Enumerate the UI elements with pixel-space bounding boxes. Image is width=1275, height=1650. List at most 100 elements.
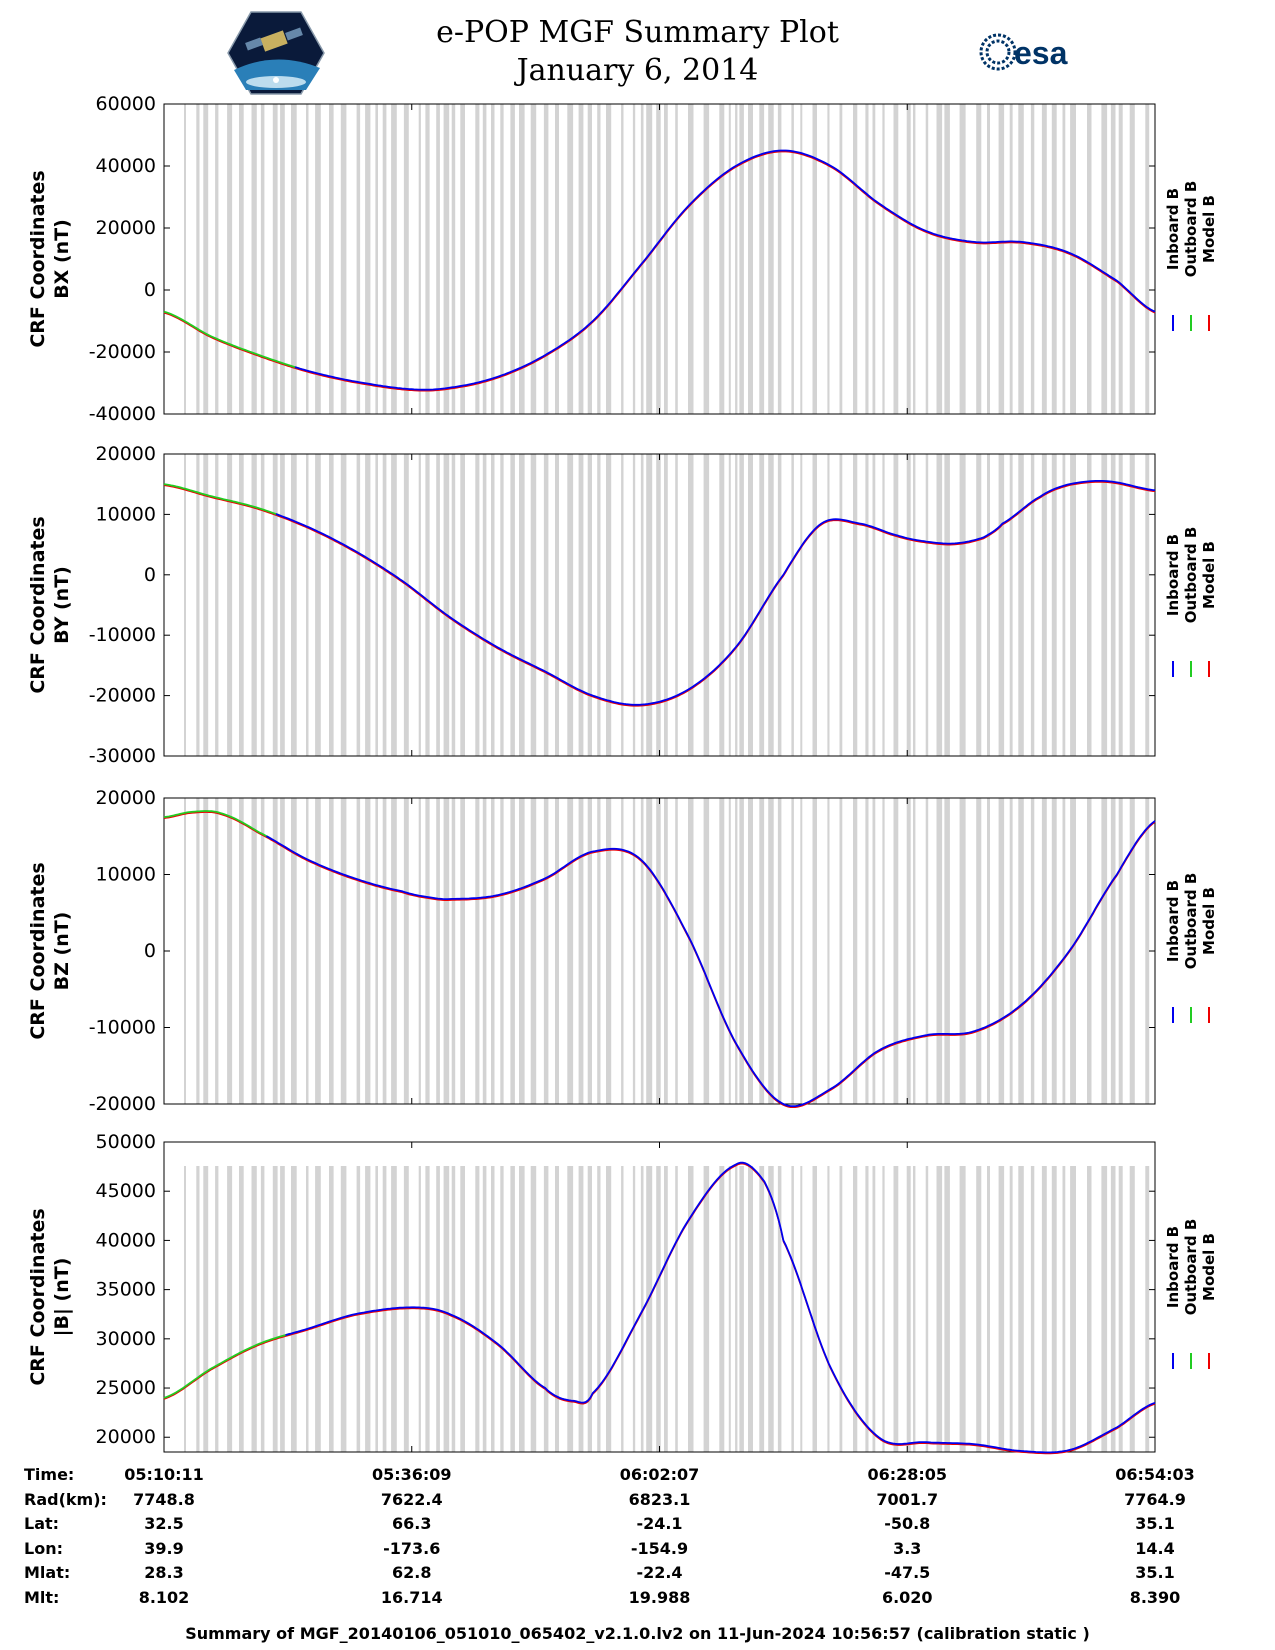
gap-stripe — [578, 454, 584, 756]
gap-stripe — [865, 1166, 869, 1452]
gap-stripe — [375, 104, 378, 414]
legend-entry: Inboard B — [1164, 1226, 1182, 1308]
gap-stripe — [777, 1166, 782, 1452]
series-inboard-b — [265, 820, 1156, 1108]
gap-stripe — [936, 454, 943, 756]
gap-stripe — [865, 104, 869, 414]
gap-stripe — [475, 798, 480, 1104]
y-axis-label-line: CRF Coordinates — [27, 516, 49, 693]
gap-stripe — [543, 454, 549, 756]
gap-stripe — [1018, 798, 1024, 1104]
gap-stripe — [365, 454, 371, 756]
gap-stripe — [1087, 798, 1092, 1104]
gap-stripe — [510, 454, 515, 756]
plot-title-line1: e-POP MGF Summary Plot — [436, 15, 839, 50]
gap-stripe — [703, 1166, 710, 1452]
gap-stripe — [315, 104, 321, 414]
gap-stripe — [251, 798, 257, 1104]
gap-stripe — [675, 104, 678, 414]
gap-stripe — [251, 454, 257, 756]
gap-stripe — [944, 454, 950, 756]
data-gap-stripes — [184, 104, 1150, 414]
gap-stripe — [329, 454, 334, 756]
series-inboard-b — [285, 1161, 1156, 1454]
gap-stripe — [640, 454, 644, 756]
gap-stripe — [184, 454, 186, 756]
gap-stripe — [987, 1166, 990, 1452]
gap-stripe — [791, 798, 794, 1104]
gap-stripe — [827, 104, 830, 414]
gap-stripe — [403, 104, 409, 414]
gap-stripe — [578, 1166, 584, 1452]
gap-stripe — [893, 104, 899, 414]
gap-stripe — [340, 104, 347, 414]
gap-stripe — [959, 1166, 966, 1452]
data-gap-stripes — [184, 454, 1150, 756]
legend-entry: Inboard B — [1164, 880, 1182, 962]
gap-stripe — [1087, 454, 1092, 756]
gap-stripe — [621, 454, 624, 756]
gap-stripe — [227, 798, 233, 1104]
gap-stripe — [567, 104, 574, 414]
gap-stripe — [519, 1166, 525, 1452]
gap-stripe — [728, 104, 731, 414]
gap-stripe — [839, 454, 843, 756]
gap-stripe — [425, 454, 430, 756]
gap-stripe — [987, 454, 990, 756]
panel-4: 20000 25000 30000 35000 40000 45000 50000 CRF C… — [27, 1131, 1218, 1455]
gap-stripe — [227, 104, 233, 414]
gap-stripe — [315, 454, 321, 756]
gap-stripe — [365, 1166, 371, 1452]
y-tick-label: -40000 — [89, 403, 156, 425]
gap-stripe — [1041, 104, 1047, 414]
gap-stripe — [606, 798, 612, 1104]
gap-stripe — [656, 454, 661, 756]
gap-stripe — [315, 798, 321, 1104]
series-lines — [163, 1161, 1156, 1455]
gap-stripe — [728, 798, 731, 1104]
gap-stripe — [356, 1166, 361, 1452]
gap-stripe — [1145, 798, 1150, 1104]
gap-stripe — [675, 1166, 678, 1452]
gap-stripe — [519, 454, 525, 756]
gap-stripe — [578, 104, 584, 414]
gap-stripe — [215, 104, 219, 414]
gap-stripe — [812, 798, 817, 1104]
gap-stripe — [800, 798, 803, 1104]
gap-stripe — [777, 798, 782, 1104]
gap-stripe — [606, 104, 612, 414]
gap-stripe — [913, 1166, 916, 1452]
gap-stripe — [621, 104, 624, 414]
gap-stripe — [1145, 104, 1150, 414]
y-tick-label: -10000 — [89, 624, 156, 646]
gap-stripe — [632, 798, 636, 1104]
gap-stripe — [1070, 104, 1076, 414]
gap-stripe — [632, 1166, 636, 1452]
gap-stripe — [1145, 454, 1150, 756]
gap-stripe — [418, 454, 421, 756]
gap-stripe — [1062, 104, 1066, 414]
y-tick-label: -10000 — [89, 1017, 156, 1039]
legend-entry: Outboard B — [1182, 873, 1200, 970]
gap-stripe — [425, 798, 430, 1104]
gap-stripe — [646, 1166, 653, 1452]
gap-stripe — [759, 454, 765, 756]
gap-stripe — [936, 104, 943, 414]
gap-stripe — [356, 104, 361, 414]
gap-stripe — [260, 798, 265, 1104]
gap-stripe — [460, 798, 465, 1104]
gap-stripe — [375, 1166, 378, 1452]
gap-stripe — [1030, 1166, 1035, 1452]
y-axis-label: CRF Coordinates BX (nT) — [27, 170, 73, 347]
gap-stripe — [839, 1166, 843, 1452]
gap-stripe — [203, 454, 209, 756]
y-axis-label: CRF Coordinates BZ (nT) — [27, 862, 73, 1039]
y-axis-label-line: BX (nT) — [51, 219, 73, 299]
gap-stripe — [688, 104, 694, 414]
gap-stripe — [987, 798, 990, 1104]
gap-stripe — [280, 798, 285, 1104]
gap-stripe — [475, 454, 480, 756]
series-inboard-b — [294, 149, 1156, 391]
y-tick-label: 40000 — [96, 155, 156, 177]
gap-stripe — [272, 798, 278, 1104]
